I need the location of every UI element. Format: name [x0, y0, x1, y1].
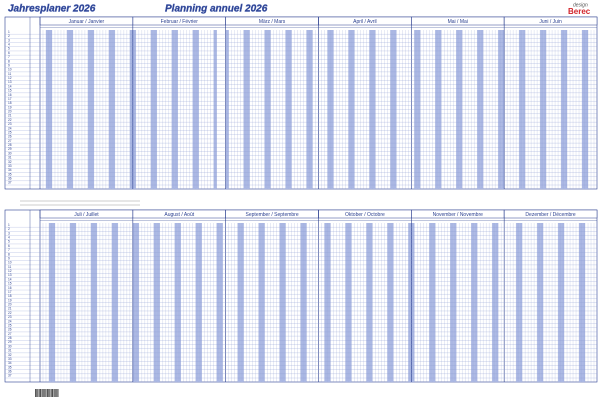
brand: Berec	[568, 7, 591, 16]
barcode-bar	[52, 389, 53, 397]
month-label: August / Août	[164, 212, 194, 218]
month-label: Mai / Mai	[448, 19, 468, 25]
title-fr: Planning annuel 2026	[165, 4, 268, 15]
barcode-bar	[49, 389, 50, 397]
month-label: September / Septembre	[246, 212, 299, 218]
month-label: Juli / Juillet	[74, 212, 99, 218]
barcode-bar	[47, 389, 48, 397]
month-label: Dezember / Décembre	[525, 212, 576, 218]
barcode-bar	[45, 389, 46, 397]
barcode-bar	[40, 389, 41, 397]
month-label: Februar / Février	[161, 19, 199, 25]
row-number: 37	[8, 374, 12, 378]
barcode-bar	[42, 389, 43, 397]
row-number: 37	[8, 181, 12, 185]
barcode-bar	[35, 389, 36, 397]
barcode-bar	[54, 389, 55, 397]
month-label: Juni / Juin	[539, 19, 562, 25]
month-label: November / Novembre	[433, 212, 484, 218]
month-label: Januar / Janvier	[69, 19, 105, 25]
barcode-bar	[37, 389, 38, 397]
month-label: April / Avril	[353, 19, 377, 25]
month-label: Oktober / Octobre	[345, 212, 385, 218]
month-label: März / Mars	[259, 19, 286, 25]
title-de: Jahresplaner 2026	[8, 4, 96, 15]
barcode-bar	[57, 389, 58, 397]
